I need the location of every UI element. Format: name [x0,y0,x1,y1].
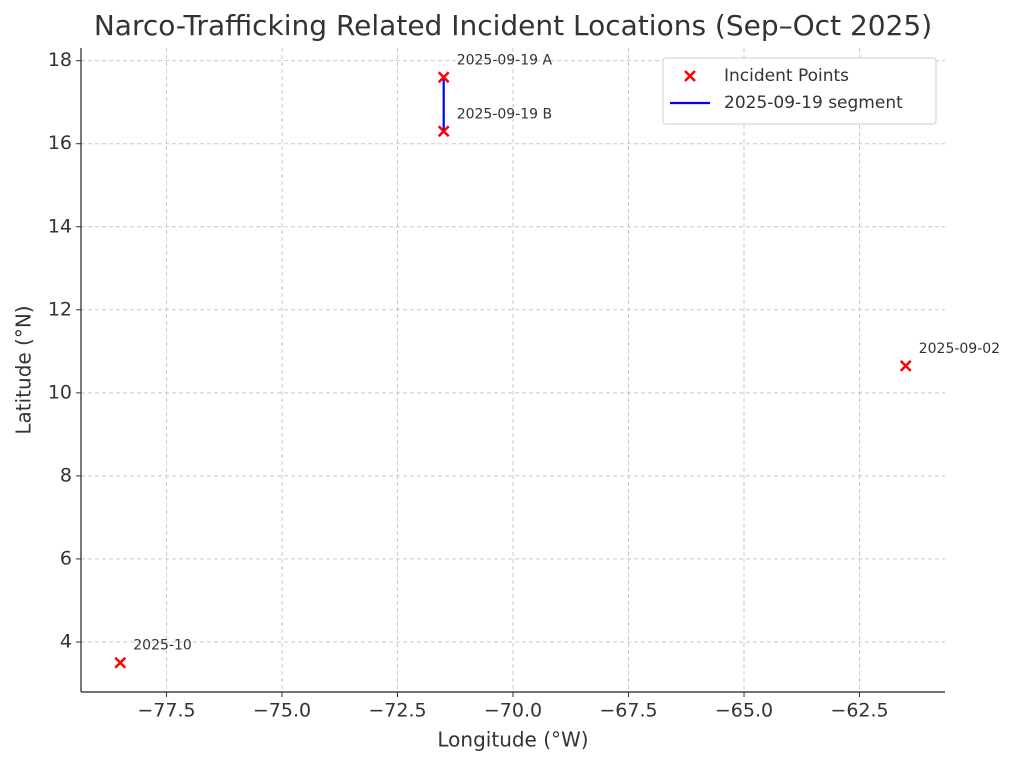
legend-label: 2025-09-19 segment [724,93,903,113]
y-tick-label: 6 [60,547,72,569]
point-label: 2025-09-19 B [457,106,552,122]
y-tick-label: 12 [48,298,72,320]
y-tick-label: 16 [48,132,72,154]
point-label: 2025-10 [133,638,192,654]
x-axis-label: Longitude (°W) [437,728,588,752]
incident-marker [437,71,450,84]
point-label: 2025-09-02 [919,341,1000,357]
y-tick-label: 18 [48,49,72,71]
x-tick-label: −77.5 [137,700,195,722]
y-tick-label: 4 [60,630,72,652]
x-tick-label: −67.5 [599,700,657,722]
legend-label: Incident Points [724,66,849,86]
x-tick-label: −65.0 [715,700,773,722]
chart-title: Narco-Trafficking Related Incident Locat… [94,9,932,42]
y-tick-label: 8 [60,464,72,486]
incident-marker [437,125,450,138]
point-label: 2025-09-19 A [457,52,553,68]
y-tick-label: 14 [48,215,72,237]
x-tick-label: −72.5 [368,700,426,722]
x-tick-label: −70.0 [484,700,542,722]
legend-box [662,57,937,125]
y-axis-label: Latitude (°N) [12,305,36,434]
x-tick-label: −75.0 [253,700,311,722]
y-tick-label: 10 [48,381,72,403]
incident-marker [899,359,912,372]
incident-marker [114,656,127,669]
legend-marker [684,70,696,82]
x-tick-label: −62.5 [830,700,888,722]
